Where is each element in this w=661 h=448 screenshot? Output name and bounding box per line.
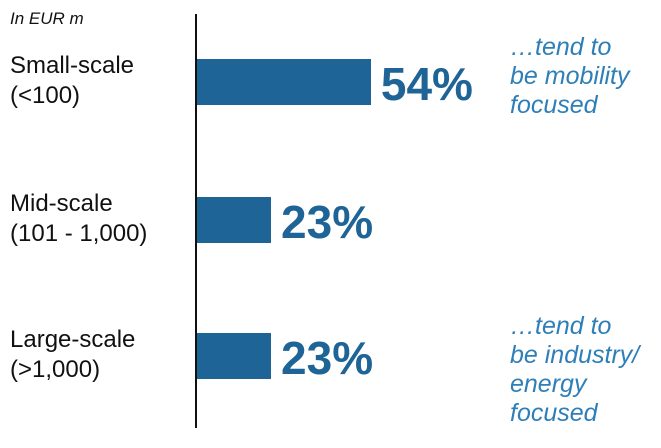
category-label-line: Mid-scale [10,190,113,217]
category-label-large-scale: Large-scale (>1,000) [10,325,135,385]
annotation-line: focused [510,399,598,427]
category-label-line: Large-scale [10,326,136,353]
annotation-line: …tend to [510,33,612,61]
category-label-line: (>1,000) [10,356,101,383]
annotation-line: …tend to [510,312,612,340]
annotation-mobility: …tend to be mobility focused [510,33,630,120]
bar-value-label: 23% [281,196,374,248]
unit-label: In EUR m [10,9,84,28]
category-label-mid-scale: Mid-scale (101 - 1,000) [10,189,147,249]
annotation-line: be industry/ [510,341,640,369]
bar [197,59,371,105]
annotation-line: energy [510,370,587,398]
bar [197,197,272,243]
category-label-line: (101 - 1,000) [10,220,148,247]
category-label-line: Small-scale [10,52,135,79]
category-label-line: (<100) [10,82,81,109]
bar-value-label: 54% [380,58,473,110]
annotation-industry-energy: …tend to be industry/ energy focused [510,312,639,428]
bar [197,333,272,379]
annotation-line: focused [510,91,598,119]
annotation-line: be mobility [510,62,630,90]
category-axis-line [195,14,197,428]
bar-value-label: 23% [281,332,374,384]
category-label-small-scale: Small-scale (<100) [10,51,134,111]
